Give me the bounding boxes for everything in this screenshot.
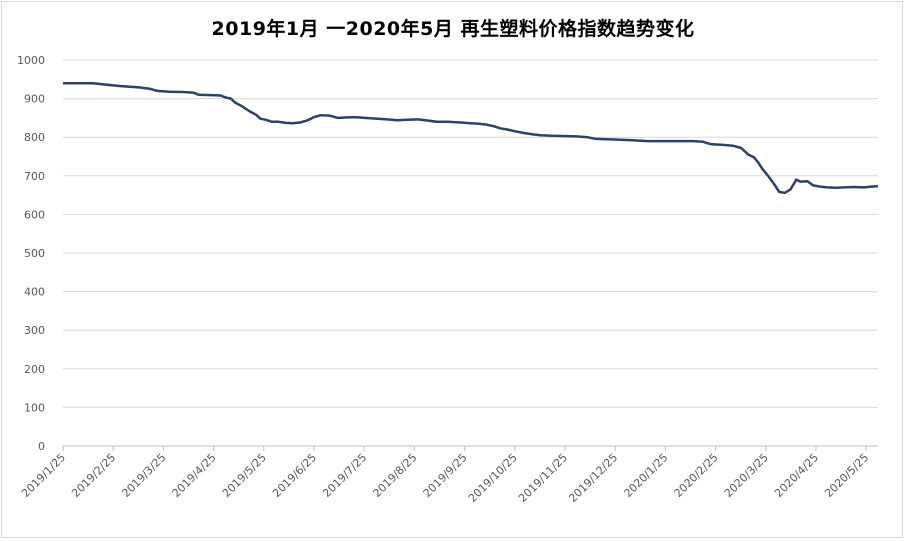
y-tick-label: 1000	[17, 54, 45, 67]
x-tick-label: 2019/5/25	[220, 451, 269, 500]
y-tick-label: 0	[38, 440, 45, 453]
x-tick-label: 2019/3/25	[119, 451, 168, 500]
x-axis: 2019/1/25 2019/2/25 2019/3/25 2019/4/25 2019…	[19, 445, 878, 505]
gridlines	[63, 59, 878, 408]
x-tick-label: 2019/2/25	[69, 451, 118, 500]
series-line	[63, 81, 879, 195]
y-tick-label: 700	[24, 170, 45, 183]
x-tick-label: 2020/1/25	[621, 451, 670, 500]
y-tick-label: 800	[24, 131, 45, 144]
x-tick-label: 2020/5/25	[822, 451, 871, 500]
x-tick-label: 2020/2/25	[672, 451, 721, 500]
y-tick-label: 500	[24, 247, 45, 260]
x-tick-label: 2019/11/25	[516, 451, 570, 505]
y-axis: 0 100 200 300 400 500 600 700 800 900 1000	[17, 54, 45, 453]
x-tick-label: 2019/10/25	[466, 451, 520, 505]
y-tick-label: 200	[24, 363, 45, 376]
series-group	[63, 81, 879, 195]
x-tick-label: 2019/8/25	[370, 451, 419, 500]
x-tick-label: 2020/3/25	[722, 451, 771, 500]
y-tick-label: 400	[24, 286, 45, 299]
x-tick-label: 2019/1/25	[19, 451, 68, 500]
x-tick-label: 2019/4/25	[170, 451, 219, 500]
y-tick-label: 600	[24, 208, 45, 221]
x-tick-label: 2019/9/25	[421, 451, 470, 500]
x-tick-label: 2019/12/25	[566, 451, 620, 505]
y-tick-label: 100	[24, 401, 45, 414]
x-tick-label: 2020/4/25	[772, 451, 821, 500]
x-tick-label: 2019/7/25	[320, 451, 369, 500]
y-tick-label: 300	[24, 324, 45, 337]
chart-title: 2019年1月 一2020年5月 再生塑料价格指数趋势变化	[211, 18, 695, 40]
y-tick-label: 900	[24, 93, 45, 106]
x-tick-label: 2019/6/25	[270, 451, 319, 500]
